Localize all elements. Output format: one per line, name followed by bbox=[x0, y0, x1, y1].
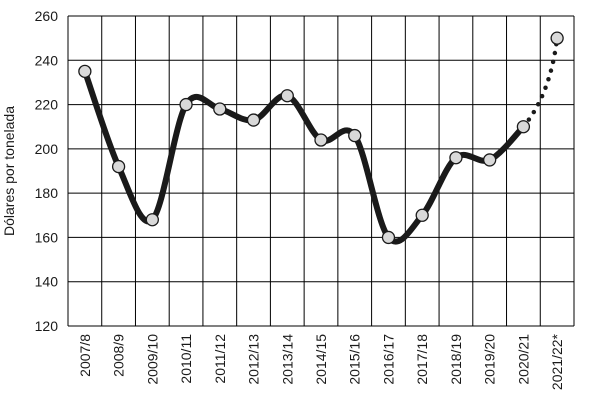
x-axis: 2007/8 2008/9 2009/10 2010/11 2011/12 2012/13… bbox=[77, 333, 565, 390]
x-tick-label: 2018/19 bbox=[448, 334, 464, 385]
x-tick-label: 2015/16 bbox=[347, 334, 363, 385]
x-tick-label: 2009/10 bbox=[144, 334, 160, 385]
data-point bbox=[348, 128, 362, 143]
data-point bbox=[550, 31, 564, 45]
data-point bbox=[213, 102, 227, 116]
x-tick-label: 2021/22* bbox=[549, 333, 565, 390]
x-tick-label: 2017/18 bbox=[414, 334, 430, 385]
data-point bbox=[415, 208, 429, 222]
series bbox=[78, 31, 564, 245]
y-tick-label: 220 bbox=[35, 97, 59, 113]
data-point bbox=[78, 64, 92, 79]
data-point bbox=[246, 113, 261, 127]
y-axis: 120 140 160 180 200 220 240 260 bbox=[35, 8, 59, 334]
x-tick-label: 2020/21 bbox=[515, 334, 531, 385]
x-tick-label: 2016/17 bbox=[380, 334, 396, 385]
x-tick-label: 2014/15 bbox=[313, 334, 329, 385]
x-tick-label: 2011/12 bbox=[212, 334, 228, 384]
y-tick-label: 240 bbox=[35, 52, 59, 68]
x-tick-label: 2013/14 bbox=[279, 334, 295, 385]
data-point bbox=[449, 151, 463, 165]
x-tick-label: 2012/13 bbox=[246, 334, 262, 385]
y-tick-label: 140 bbox=[35, 274, 59, 290]
data-point bbox=[111, 159, 126, 174]
data-point bbox=[381, 230, 396, 245]
x-tick-label: 2019/20 bbox=[482, 334, 498, 385]
data-point bbox=[179, 97, 193, 112]
series-projection-line bbox=[521, 35, 560, 129]
data-point bbox=[483, 153, 497, 167]
data-point bbox=[314, 133, 328, 147]
y-tick-label: 160 bbox=[35, 229, 59, 245]
data-point bbox=[145, 213, 159, 227]
x-tick-label: 2008/9 bbox=[111, 334, 127, 377]
y-tick-label: 120 bbox=[35, 318, 59, 334]
y-axis-title: Dólares por tonelada bbox=[1, 106, 17, 236]
grid bbox=[67, 15, 575, 327]
x-tick-label: 2010/11 bbox=[178, 334, 194, 384]
data-point bbox=[280, 89, 294, 103]
y-tick-label: 180 bbox=[35, 185, 59, 201]
y-tick-label: 200 bbox=[35, 141, 59, 157]
x-tick-label: 2007/8 bbox=[77, 334, 93, 377]
data-point bbox=[516, 120, 531, 134]
y-tick-label: 260 bbox=[35, 8, 59, 24]
